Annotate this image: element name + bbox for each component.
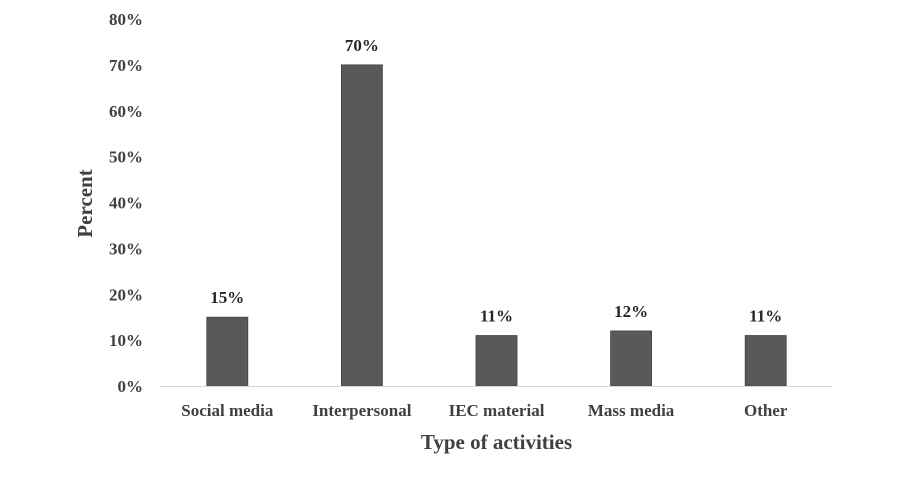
x-axis-title: Type of activities bbox=[421, 430, 572, 454]
y-tick-label: 40% bbox=[109, 194, 143, 213]
bar-interpersonal bbox=[340, 64, 383, 387]
y-tick-label: 20% bbox=[109, 285, 143, 304]
x-tick-label: Interpersonal bbox=[312, 401, 411, 420]
x-tick-label: IEC material bbox=[449, 401, 545, 420]
y-tick-label: 60% bbox=[109, 102, 143, 121]
x-tick-label: Other bbox=[744, 401, 788, 420]
data-labels: 15% 70% 11% 12% 11% bbox=[210, 36, 782, 326]
data-label: 12% bbox=[614, 302, 648, 321]
data-label: 70% bbox=[345, 36, 379, 55]
bars bbox=[206, 64, 787, 387]
bar-other bbox=[744, 335, 787, 387]
x-axis-labels: Social media Interpersonal IEC material Mas… bbox=[181, 401, 788, 420]
y-tick-label: 0% bbox=[118, 377, 144, 396]
data-label: 11% bbox=[480, 307, 513, 326]
data-label: 15% bbox=[210, 288, 244, 307]
data-label: 11% bbox=[749, 307, 782, 326]
y-tick-label: 10% bbox=[109, 331, 143, 350]
y-tick-label: 30% bbox=[109, 239, 143, 258]
bar-social-media bbox=[206, 316, 249, 387]
y-axis-title: Percent bbox=[73, 169, 97, 237]
y-tick-label: 50% bbox=[109, 148, 143, 167]
bar-iec-material bbox=[475, 335, 518, 387]
x-tick-label: Social media bbox=[181, 401, 274, 420]
y-tick-label: 70% bbox=[109, 56, 143, 75]
x-tick-label: Mass media bbox=[588, 401, 675, 420]
y-tick-label: 80% bbox=[109, 10, 143, 29]
y-axis-ticks: 0% 10% 20% 30% 40% 50% 60% 70% 80% bbox=[109, 10, 143, 396]
bar-mass-media bbox=[610, 330, 652, 387]
